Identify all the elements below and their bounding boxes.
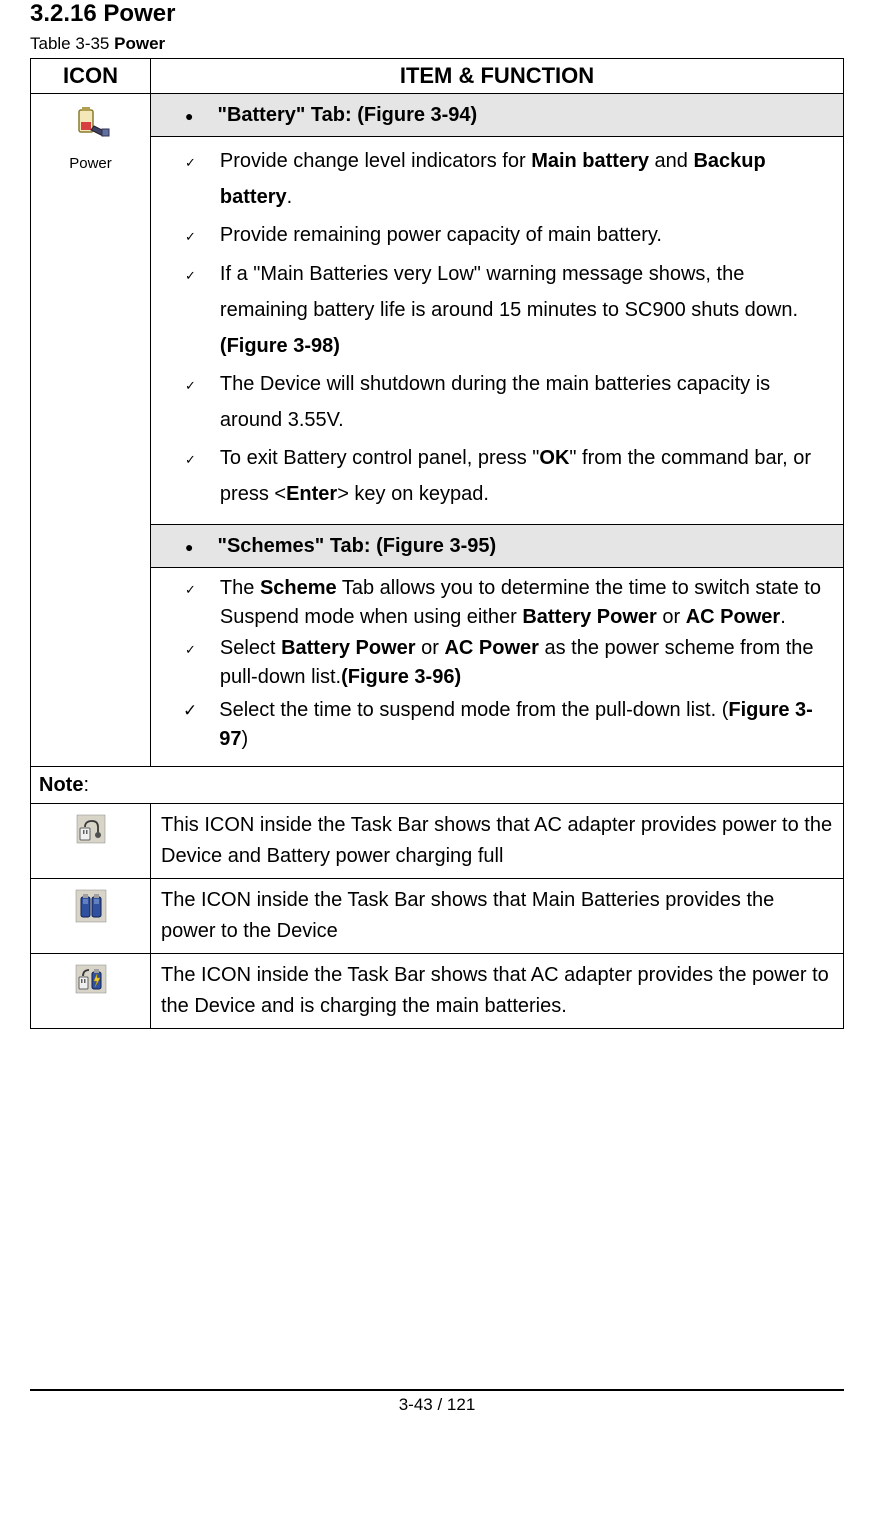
caption-prefix: Table 3-35 <box>30 34 114 53</box>
batteries-icon <box>75 889 107 928</box>
battery-icon-cell <box>31 878 151 953</box>
check-icon: ✓ <box>185 634 196 667</box>
table-row: Power ● "Battery" Tab: (Figure 3-94) <box>31 94 844 137</box>
section-heading: 3.2.16 Power <box>30 0 844 28</box>
table-row: ✓ Provide change level indicators for Ma… <box>31 137 844 525</box>
battery-tab-title: "Battery" Tab: (Figure 3-94) <box>217 100 477 130</box>
note-text: This ICON inside the Task Bar shows that… <box>151 803 844 878</box>
check-icon: ✓ <box>185 260 196 293</box>
schemes-tab-header: ● "Schemes" Tab: (Figure 3-95) <box>151 524 844 567</box>
table-row: The ICON inside the Task Bar shows that … <box>31 878 844 953</box>
power-icon <box>69 104 113 153</box>
note-text: The ICON inside the Task Bar shows that … <box>151 953 844 1028</box>
note-colon: : <box>83 774 89 796</box>
table-row: ● "Schemes" Tab: (Figure 3-95) <box>31 524 844 567</box>
bullet-icon: ● <box>185 103 193 130</box>
page-footer: 3-43 / 121 <box>30 1389 844 1425</box>
table-row: ✓ The Scheme Tab allows you to determine… <box>31 567 844 766</box>
table-row: This ICON inside the Task Bar shows that… <box>31 803 844 878</box>
list-item: ✓ The Device will shutdown during the ma… <box>163 366 831 438</box>
list-item: ✓ To exit Battery control panel, press "… <box>163 440 831 512</box>
table-caption: Table 3-35 Power <box>30 34 844 54</box>
ac-charging-icon-cell <box>31 953 151 1028</box>
ac-full-icon <box>76 814 106 849</box>
schemes-tab-content: ✓ The Scheme Tab allows you to determine… <box>151 567 844 766</box>
power-icon-cell: Power <box>31 94 151 767</box>
note-header: Note: <box>31 766 844 803</box>
check-icon: ✓ <box>185 370 196 403</box>
table-row: Note: <box>31 766 844 803</box>
ac-full-icon-cell <box>31 803 151 878</box>
note-text: The ICON inside the Task Bar shows that … <box>151 878 844 953</box>
list-item: ✓ If a "Main Batteries very Low" warning… <box>163 256 831 364</box>
list-item: ✓ The Scheme Tab allows you to determine… <box>163 574 831 632</box>
list-item: ✓ Select the time to suspend mode from t… <box>163 694 831 754</box>
battery-tab-header: ● "Battery" Tab: (Figure 3-94) <box>151 94 844 137</box>
check-icon: ✓ <box>185 221 196 254</box>
note-label: Note <box>39 774 83 796</box>
battery-tab-content: ✓ Provide change level indicators for Ma… <box>151 137 844 525</box>
table-row: The ICON inside the Task Bar shows that … <box>31 953 844 1028</box>
table-header-row: ICON ITEM & FUNCTION <box>31 59 844 94</box>
power-table: ICON ITEM & FUNCTION Power ● "Battery" T… <box>30 58 844 1029</box>
bullet-icon: ● <box>185 534 193 561</box>
ac-charging-icon <box>75 964 107 999</box>
schemes-tab-title: "Schemes" Tab: (Figure 3-95) <box>217 531 496 561</box>
header-item: ITEM & FUNCTION <box>151 59 844 94</box>
caption-bold: Power <box>114 34 165 53</box>
check-icon: ✓ <box>185 147 196 180</box>
header-icon: ICON <box>31 59 151 94</box>
check-icon: ✓ <box>183 694 197 728</box>
check-icon: ✓ <box>185 444 196 477</box>
list-item: ✓ Select Battery Power or AC Power as th… <box>163 634 831 692</box>
power-icon-label: Power <box>35 155 146 172</box>
check-icon: ✓ <box>185 574 196 607</box>
list-item: ✓ Provide change level indicators for Ma… <box>163 143 831 215</box>
list-item: ✓ Provide remaining power capacity of ma… <box>163 217 831 254</box>
